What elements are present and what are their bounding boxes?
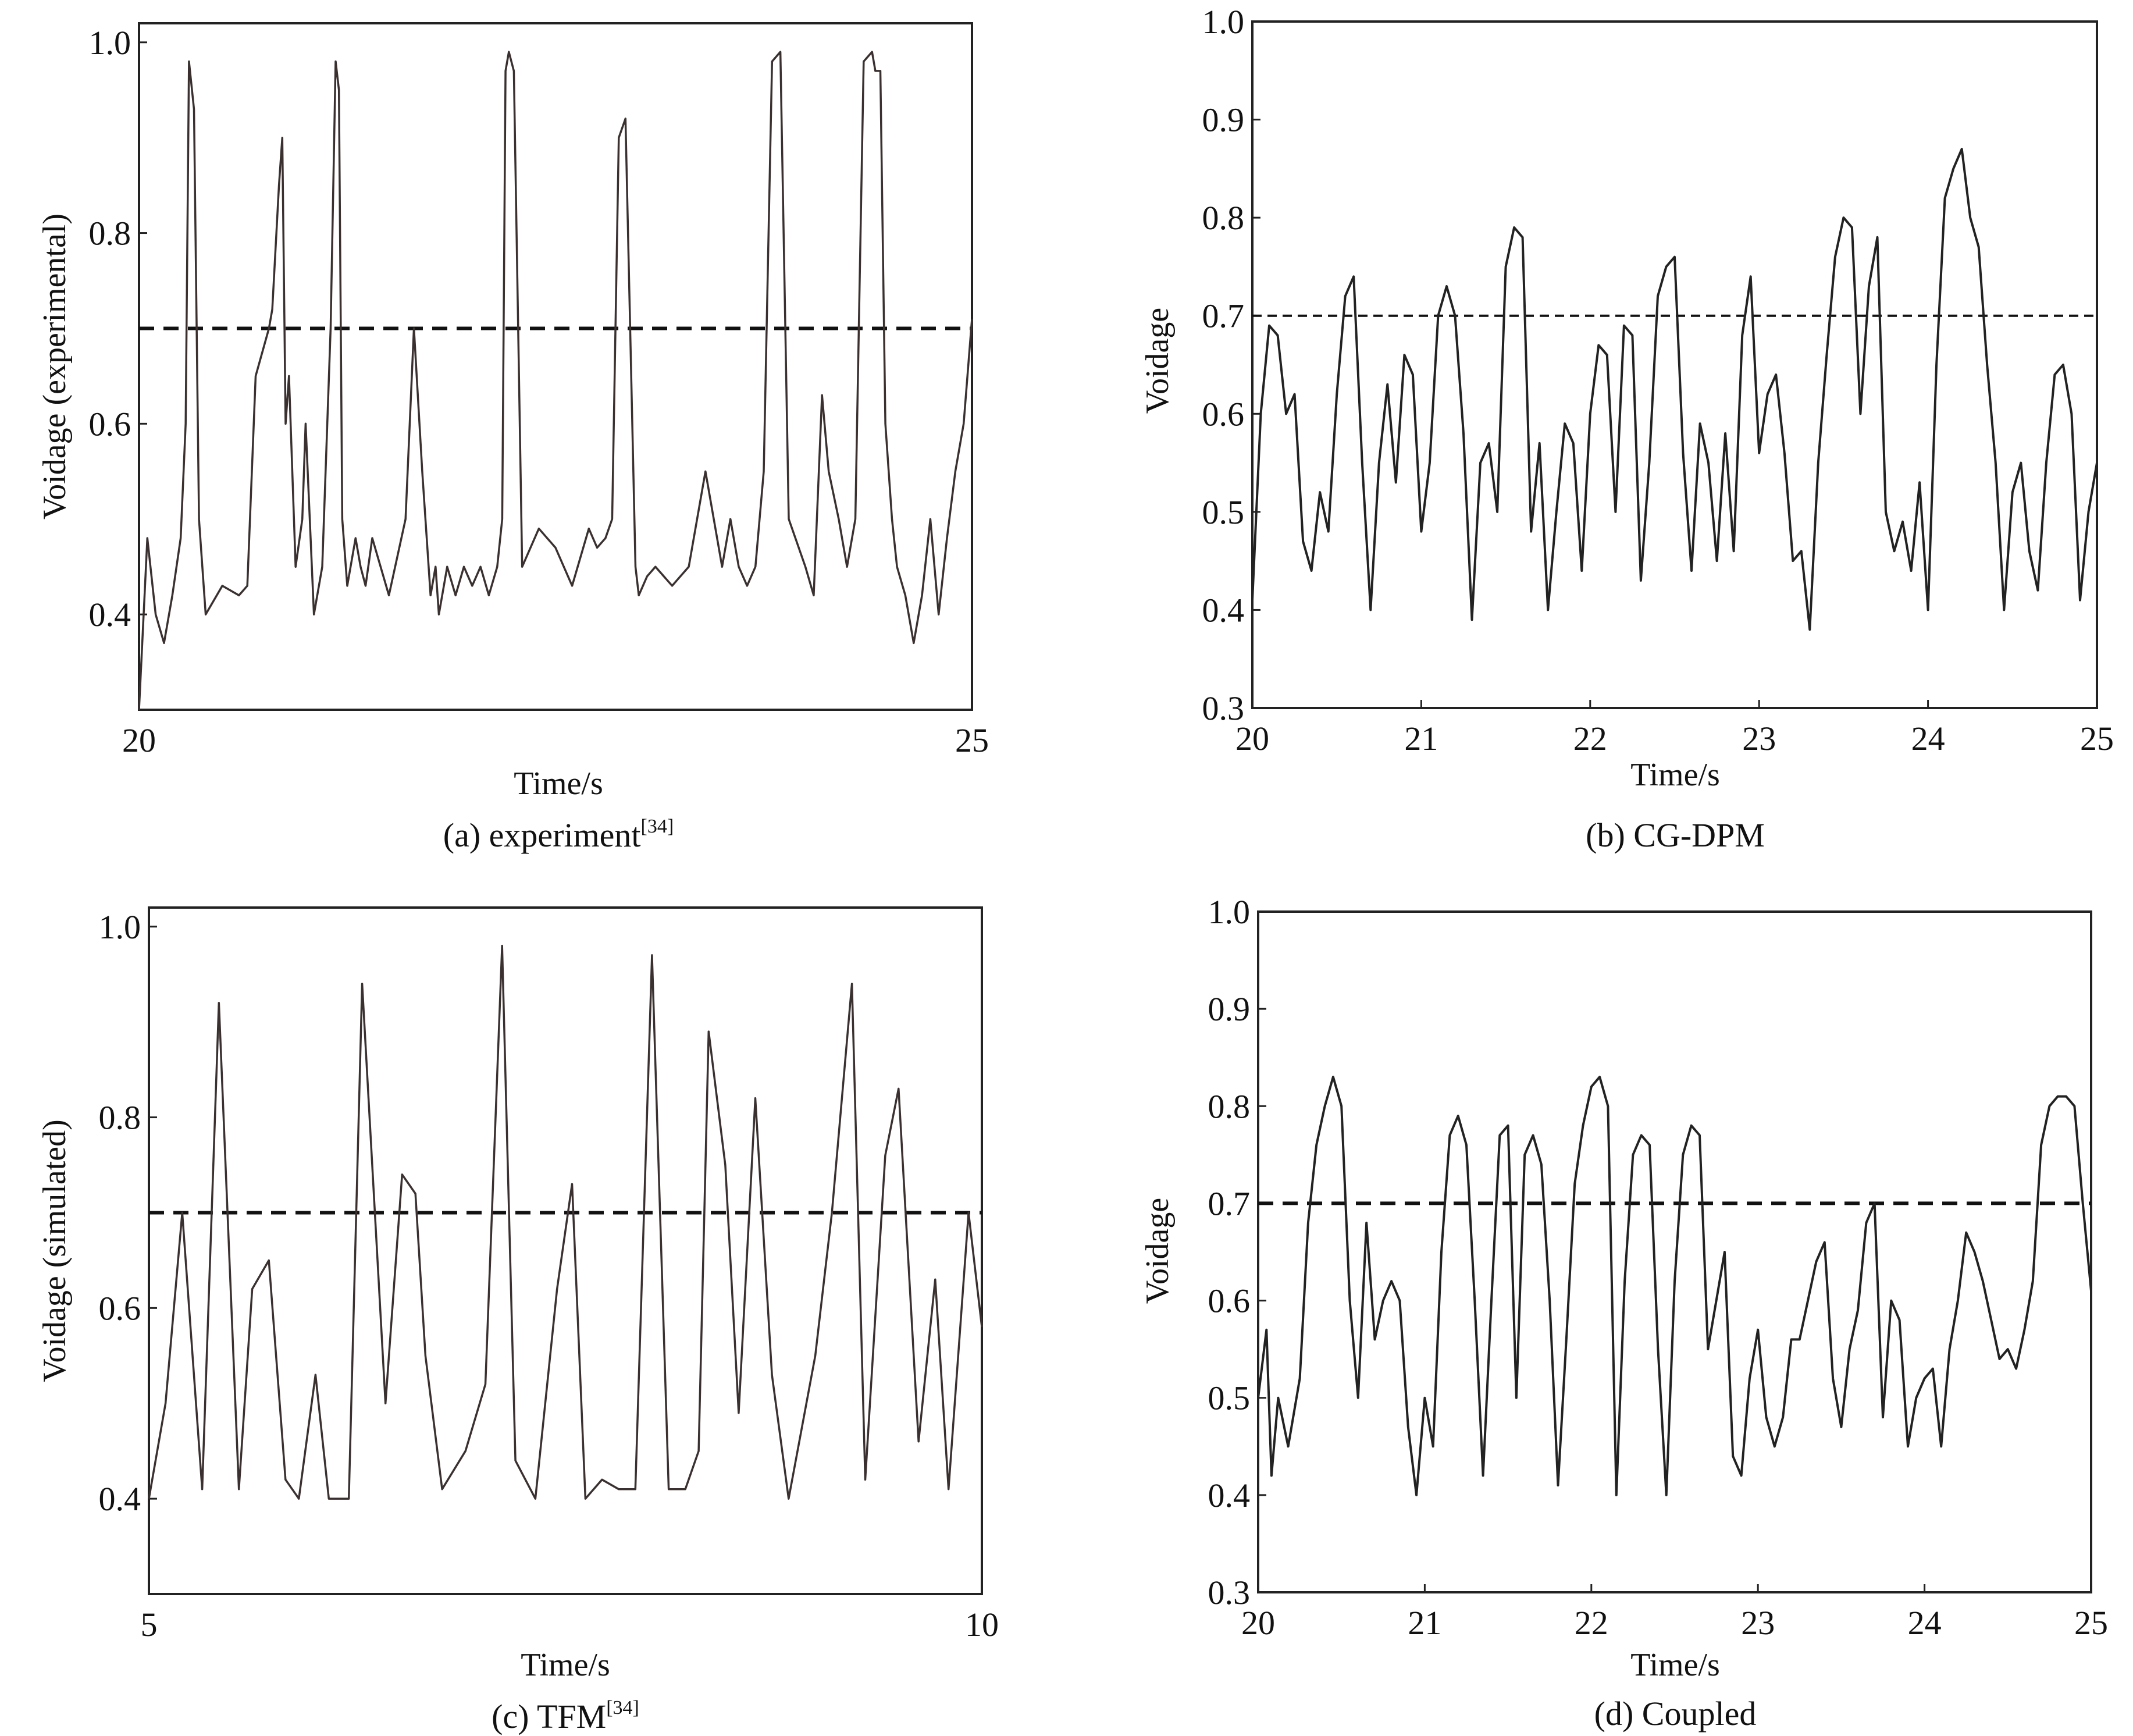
panel-c-xtick-label: 10 <box>965 1606 999 1643</box>
panel-a-y-axis-label: Voidage (experimental) <box>37 214 73 520</box>
panel-b-xtick-label: 23 <box>1742 720 1776 757</box>
panel-c-ytick-label: 0.4 <box>99 1480 141 1518</box>
panel-a-ytick-label: 0.6 <box>89 405 131 443</box>
panel-d-xtick-label: 21 <box>1408 1604 1441 1642</box>
panel-a-ytick-label: 1.0 <box>89 24 131 62</box>
panel-d-ytick-label: 0.6 <box>1208 1282 1251 1320</box>
panel-b-ytick-label: 0.6 <box>1202 395 1245 433</box>
panel-c-ytick-label: 0.8 <box>99 1099 141 1137</box>
panel-c-tfm: 0.4 0.6 0.8 1.0 5 10 Voidage (simulated) Tim… <box>37 906 999 1735</box>
panel-b-xtick-label: 25 <box>2080 720 2114 757</box>
panel-b-x-axis-label: Time/s <box>1630 757 1720 793</box>
panel-a-xtick-label: 25 <box>955 721 989 759</box>
panel-c-caption: (c) TFM[34] <box>492 1697 639 1735</box>
panel-a-ytick-label: 0.4 <box>89 596 131 634</box>
panel-a-caption-ref: [34] <box>641 816 674 837</box>
panel-d-caption: (d) Coupled <box>1594 1695 1757 1733</box>
panel-b-ytick-label: 0.5 <box>1202 493 1245 531</box>
panel-d-x-axis-label: Time/s <box>1630 1647 1720 1683</box>
panel-d-ytick-label: 0.8 <box>1208 1087 1251 1125</box>
panel-b-voidage-line <box>1251 148 2098 631</box>
panel-c-caption-ref: [34] <box>606 1697 639 1719</box>
panel-c-ytick-label: 1.0 <box>99 908 141 946</box>
panel-a-x-axis-label: Time/s <box>514 766 603 802</box>
panel-d-xtick-label: 23 <box>1741 1604 1775 1642</box>
panel-b-ytick-label: 0.8 <box>1202 199 1245 237</box>
panel-d-ytick-label: 0.4 <box>1208 1477 1251 1514</box>
panel-a-experiment: 0.4 0.6 0.8 1.0 20 25 Voidage (experimental)… <box>37 22 989 854</box>
panel-d-xtick-label: 24 <box>1908 1604 1942 1642</box>
panel-d-voidage-line <box>1257 1076 2092 1496</box>
panel-d-ytick-label: 0.9 <box>1208 990 1251 1028</box>
panel-c-xtick-label: 5 <box>141 1606 158 1643</box>
panel-b-xtick-label: 24 <box>1911 720 1945 757</box>
panel-a-voidage-line <box>138 51 973 710</box>
panel-d-ytick-label: 0.5 <box>1208 1379 1251 1417</box>
panel-b-ytick-label: 0.9 <box>1202 101 1245 139</box>
panel-b-ytick-label: 1.0 <box>1202 3 1245 41</box>
panel-c-ytick-label: 0.6 <box>99 1289 141 1327</box>
panel-a-caption: (a) experiment[34] <box>443 816 674 854</box>
panel-b-cg-dpm: 0.3 0.4 0.5 0.6 0.7 0.8 0.9 1.0 20 21 22 23 24 25 Vo… <box>1140 3 2114 854</box>
panel-c-x-axis-label: Time/s <box>521 1647 610 1683</box>
panel-a-ytick-label: 0.8 <box>89 215 131 252</box>
panel-b-ytick-label: 0.3 <box>1202 689 1245 727</box>
panel-c-voidage-line <box>148 944 983 1500</box>
panel-a-caption-text: (a) experiment <box>443 816 641 854</box>
panel-d-xtick-label: 22 <box>1575 1604 1608 1642</box>
panel-b-ytick-label: 0.4 <box>1202 591 1245 629</box>
panel-d-ytick-label: 1.0 <box>1208 893 1251 931</box>
panel-b-xtick-label: 22 <box>1573 720 1607 757</box>
panel-d-xtick-label: 20 <box>1241 1604 1275 1642</box>
panel-b-y-axis-label: Voidage <box>1140 308 1176 414</box>
panel-d-coupled: 0.3 0.4 0.5 0.6 0.7 0.8 0.9 1.0 20 21 22 23 24 25 Vo… <box>1140 893 2108 1733</box>
panel-b-plot-frame <box>1251 20 2098 709</box>
panel-c-plot-frame <box>148 906 983 1595</box>
panel-d-ytick-label: 0.3 <box>1208 1574 1251 1612</box>
panel-c-y-axis-label: Voidage (simulated) <box>37 1119 73 1382</box>
panel-a-plot-frame <box>138 22 973 711</box>
panel-b-ytick-label: 0.7 <box>1202 297 1245 335</box>
panel-d-plot-frame <box>1257 910 2092 1593</box>
panel-d-y-axis-label: Voidage <box>1140 1198 1176 1304</box>
panel-d-xtick-label: 25 <box>2074 1604 2108 1642</box>
panel-b-xtick-label: 21 <box>1404 720 1438 757</box>
panel-b-xtick-label: 20 <box>1235 720 1269 757</box>
panel-d-ytick-label: 0.7 <box>1208 1184 1251 1222</box>
panel-b-caption: (b) CG-DPM <box>1586 816 1765 854</box>
panel-c-caption-text: (c) TFM <box>492 1698 606 1735</box>
panel-a-xtick-label: 20 <box>122 721 156 759</box>
